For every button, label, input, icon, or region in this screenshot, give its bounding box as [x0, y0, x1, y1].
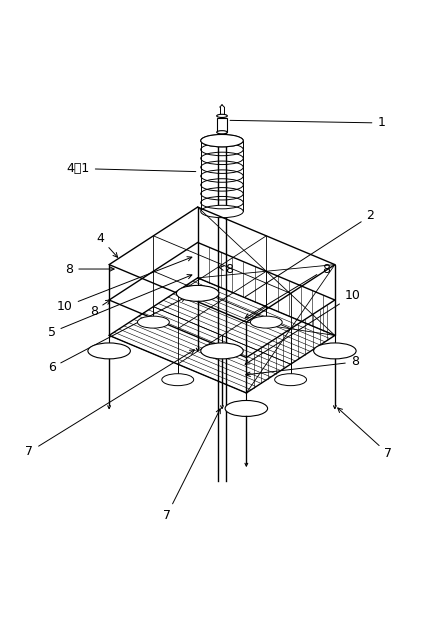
Text: 5: 5	[48, 274, 192, 339]
Text: 7: 7	[25, 350, 194, 458]
Text: 8: 8	[219, 262, 233, 276]
Ellipse shape	[201, 134, 243, 147]
Text: 2: 2	[246, 209, 374, 297]
Ellipse shape	[217, 131, 227, 134]
Text: 6: 6	[48, 297, 186, 374]
Text: 4: 4	[96, 232, 118, 257]
Text: 7: 7	[163, 409, 220, 522]
Text: 8: 8	[65, 262, 114, 276]
Text: 10: 10	[245, 289, 361, 364]
Bar	[217, 118, 227, 133]
Text: 8: 8	[245, 262, 330, 318]
Ellipse shape	[275, 374, 306, 386]
Text: 1: 1	[230, 117, 385, 129]
Ellipse shape	[138, 316, 169, 328]
Text: 10: 10	[57, 257, 192, 313]
Ellipse shape	[201, 343, 243, 359]
Ellipse shape	[88, 343, 131, 359]
Ellipse shape	[250, 316, 282, 328]
Ellipse shape	[217, 114, 227, 117]
Text: 8: 8	[90, 300, 111, 317]
Ellipse shape	[176, 285, 219, 302]
Ellipse shape	[313, 343, 356, 359]
Ellipse shape	[162, 374, 194, 386]
Text: 8: 8	[246, 355, 359, 377]
Ellipse shape	[225, 401, 268, 416]
Text: 4－1: 4－1	[67, 162, 196, 175]
Text: 7: 7	[338, 408, 392, 460]
Ellipse shape	[201, 205, 243, 218]
